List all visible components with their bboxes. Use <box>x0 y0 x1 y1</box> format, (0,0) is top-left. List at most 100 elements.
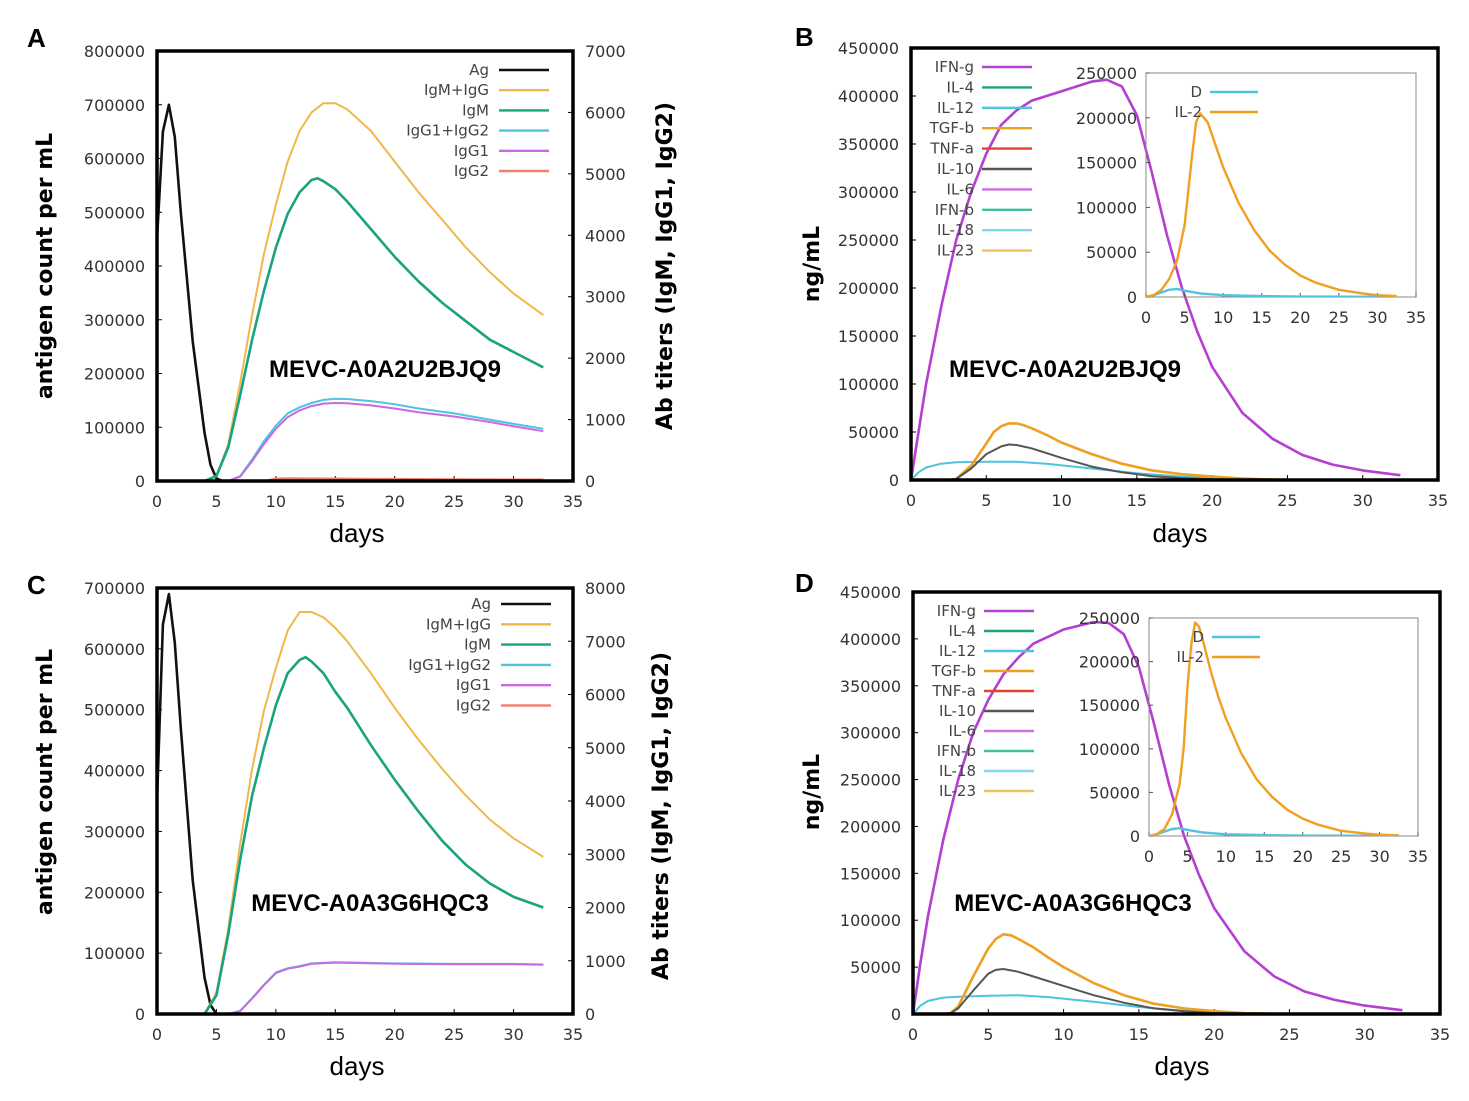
y-tick-label: 0 <box>135 472 145 491</box>
legend-label: IL-23 <box>939 782 976 800</box>
legend: Ag IgM+IgG IgM IgG1+IgG2 IgG1 IgG2 <box>408 595 551 715</box>
inset-y-tick-label: 250000 <box>1076 64 1137 83</box>
legend-label: IgM <box>464 636 491 654</box>
y2-tick-label: 5000 <box>585 739 626 758</box>
series-line-ag <box>157 103 223 481</box>
series-line-ifn-g <box>913 620 1403 1014</box>
legend-label: IFN-g <box>935 58 974 76</box>
y2-tick-label: 6000 <box>585 103 626 122</box>
y-axis-label: antigen count per mL <box>33 133 58 399</box>
y-tick-label: 200000 <box>838 279 899 298</box>
series-group <box>157 592 544 1014</box>
legend-label: IL-18 <box>939 762 976 780</box>
y2-tick-label: 7000 <box>585 42 626 61</box>
y-tick-label: 600000 <box>84 150 145 169</box>
x-tick-label: 30 <box>503 492 523 511</box>
x-tick-label: 10 <box>1051 491 1071 510</box>
legend-label: IgG2 <box>454 162 489 180</box>
y2-tick-label: 6000 <box>585 686 626 705</box>
x-tick-label: 25 <box>1279 1025 1299 1044</box>
x-tick-label: 30 <box>1353 491 1373 510</box>
series-line-tgf-b <box>948 422 1288 480</box>
x-tick-label: 5 <box>981 491 991 510</box>
series-line-igg2 <box>263 477 544 481</box>
y-tick-label: 150000 <box>840 864 901 883</box>
inset-y-tick-label: 200000 <box>1079 653 1140 672</box>
plot-frame <box>909 46 1440 482</box>
x-tick-label: 20 <box>385 1025 405 1044</box>
y-tick-label: 500000 <box>84 203 145 222</box>
x-tick-label: 0 <box>152 1025 162 1044</box>
inset-legend-label: D <box>1190 83 1202 101</box>
legend-label: TNF-a <box>929 140 974 158</box>
series-line-ifn-g <box>911 78 1401 480</box>
x-tick-label: 0 <box>906 491 916 510</box>
x-tick-label: 10 <box>266 492 286 511</box>
x-axis-label: days <box>330 518 385 548</box>
y2-axis-label: Ab titers (IgM, IgG1, IgG2) <box>653 102 678 430</box>
y2-tick-label: 0 <box>585 1005 595 1024</box>
inset-x-tick-label: 35 <box>1406 308 1426 327</box>
x-tick-label: 5 <box>211 1025 221 1044</box>
y-tick-label: 200000 <box>84 365 145 384</box>
x-tick-label: 0 <box>908 1025 918 1044</box>
inset-x-tick-label: 25 <box>1331 847 1351 866</box>
y2-tick-label: 1000 <box>585 952 626 971</box>
series-line-igm <box>204 176 544 481</box>
y-axis-label: ng/mL <box>800 754 825 830</box>
x-tick-label: 25 <box>444 1025 464 1044</box>
y2-tick-label: 7000 <box>585 632 626 651</box>
y-tick-label: 0 <box>135 1005 145 1024</box>
inset-x-tick-label: 0 <box>1144 847 1154 866</box>
series-line-igm-igg <box>203 611 544 1014</box>
legend-label: IgG1 <box>454 142 489 160</box>
x-tick-label: 15 <box>1129 1025 1149 1044</box>
y-tick-label: 400000 <box>84 257 145 276</box>
inset-x-tick-label: 5 <box>1179 308 1189 327</box>
y-tick-label: 500000 <box>84 701 145 720</box>
y-tick-label: 0 <box>889 471 899 490</box>
y2-tick-label: 4000 <box>585 226 626 245</box>
inset-x-tick-label: 20 <box>1293 847 1313 866</box>
legend-label: IL-12 <box>937 99 974 117</box>
inset-y-tick-label: 100000 <box>1076 198 1137 217</box>
inset-y-tick-label: 150000 <box>1076 154 1137 173</box>
inset-series-line-d <box>1149 827 1399 836</box>
x-axis-label: days <box>330 1051 385 1081</box>
inset-x-tick-label: 10 <box>1213 308 1233 327</box>
y-tick-label: 100000 <box>84 944 145 963</box>
panel-c: C0 5 10 15 20 25 30 350100000200000300000400000… <box>27 570 674 1081</box>
panel-b: B 0 5 10 15 20 25 30 35 0 50000 100000 150000 200000 2… <box>795 22 1448 548</box>
legend-label: IFN-g <box>937 602 976 620</box>
legend-label: IgG1+IgG2 <box>406 122 489 140</box>
y-axis-label: antigen count per mL <box>33 649 58 915</box>
series-group <box>911 78 1401 480</box>
y-tick-label: 200000 <box>84 883 145 902</box>
x-tick-label: 30 <box>1355 1025 1375 1044</box>
y-tick-label: 300000 <box>84 822 145 841</box>
y-tick-label: 300000 <box>840 724 901 743</box>
construct-label: MEVC-A0A3G6HQC3 <box>251 890 488 917</box>
inset-y-tick-label: 50000 <box>1089 783 1140 802</box>
y-tick-label: 400000 <box>840 630 901 649</box>
y2-tick-label: 2000 <box>585 899 626 918</box>
x-tick-label: 30 <box>503 1025 523 1044</box>
x-tick-label: 15 <box>325 1025 345 1044</box>
legend-label: Ag <box>471 595 491 613</box>
inset-y-tick-label: 150000 <box>1079 696 1140 715</box>
construct-label: MEVC-A0A2U2BJQ9 <box>269 356 501 383</box>
legend-label: TGF-b <box>931 662 976 680</box>
inset-x-tick-label: 5 <box>1182 847 1192 866</box>
legend-label: IFN-b <box>937 742 976 760</box>
inset-legend-label: D <box>1192 628 1204 646</box>
y-tick-label: 150000 <box>838 327 899 346</box>
series-line-igg1 <box>227 402 544 481</box>
y-tick-label: 250000 <box>838 231 899 250</box>
legend: IFN-g IL-4 IL-12 TGF-b TNF-a IL-10 IL-6 IFN-b IL… <box>929 58 1032 260</box>
inset-series-group <box>1149 621 1399 836</box>
x-axis-label: days <box>1155 1051 1210 1081</box>
y2-tick-label: 1000 <box>585 411 626 430</box>
inset-x-tick-label: 30 <box>1369 847 1389 866</box>
series-line-ag <box>157 592 218 1014</box>
